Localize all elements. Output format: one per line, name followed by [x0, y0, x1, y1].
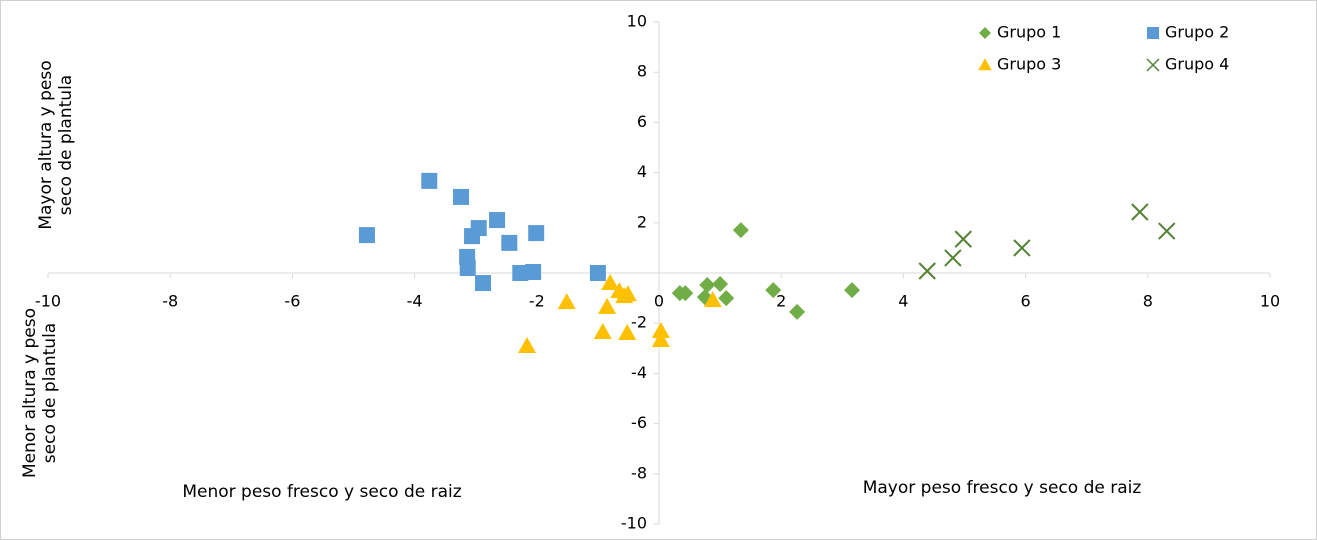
annotation-line: seco de plantula [40, 323, 60, 463]
cross-marker [1131, 203, 1149, 221]
annotation: Menor altura y peso seco de plantula [20, 308, 60, 478]
diamond-marker [712, 276, 729, 293]
y-tick-label: 2 [637, 212, 647, 231]
legend-marker [979, 27, 991, 39]
cross-marker [1158, 222, 1176, 240]
legend-label: Grupo 4 [1165, 55, 1229, 74]
annotation-line: Menor altura y peso [20, 308, 40, 478]
legend-label: Grupo 2 [1165, 23, 1229, 42]
legend-label: Grupo 1 [997, 23, 1061, 42]
y-tick-label: -8 [631, 463, 647, 482]
cross-marker [954, 230, 972, 248]
legend-item: Grupo 2 [1165, 23, 1229, 42]
legend-marker [978, 58, 992, 71]
triangle-marker [601, 274, 620, 291]
x-tick-label: -6 [284, 292, 300, 311]
y-tick-label: 10 [627, 12, 647, 31]
square-marker [421, 172, 438, 189]
x-tick-label: 2 [776, 292, 786, 311]
legend-item: Grupo 3 [997, 55, 1061, 74]
diamond-marker [789, 303, 806, 320]
square-marker [501, 234, 518, 251]
annotation-line: Menor peso fresco y seco de raiz [182, 482, 461, 502]
x-tick-label: 8 [1143, 292, 1153, 311]
triangle-marker [518, 337, 537, 354]
y-tick-label: 8 [637, 62, 647, 81]
annotation: Menor peso fresco y seco de raiz [182, 482, 461, 502]
cross-marker [918, 262, 936, 280]
square-marker [453, 188, 470, 205]
x-tick-label: 4 [898, 292, 908, 311]
annotation-line: Mayor altura y peso [36, 60, 56, 229]
annotation-line: Mayor peso fresco y seco de raiz [863, 478, 1142, 498]
y-tick-label: 6 [637, 112, 647, 131]
triangle-marker [557, 293, 576, 310]
diamond-marker [699, 277, 716, 294]
diamond-marker [844, 282, 861, 299]
x-tick-label: -10 [35, 292, 61, 311]
square-marker [470, 220, 487, 237]
triangle-marker [618, 285, 637, 302]
annotation: Mayor peso fresco y seco de raiz [863, 478, 1142, 498]
diamond-marker [732, 222, 749, 239]
x-tick-label: 0 [654, 292, 664, 311]
diamond-marker [677, 285, 694, 302]
legend-marker [1147, 27, 1159, 39]
square-marker [489, 212, 506, 229]
legend-marker [1146, 58, 1160, 72]
y-tick-label: -2 [631, 313, 647, 332]
triangle-marker [651, 321, 670, 338]
triangle-marker [593, 322, 612, 339]
x-tick-label: -8 [162, 292, 178, 311]
square-marker [525, 263, 542, 280]
y-tick-label: -6 [631, 413, 647, 432]
square-marker [512, 265, 529, 281]
square-marker [358, 227, 375, 244]
triangle-marker [618, 323, 637, 340]
x-tick-label: 10 [1260, 292, 1280, 311]
x-tick-label: -4 [407, 292, 423, 311]
legend-item: Grupo 1 [997, 23, 1061, 42]
square-marker [475, 275, 492, 292]
cross-marker [1013, 239, 1031, 257]
x-tick-label: 6 [1021, 292, 1031, 311]
square-marker [459, 259, 476, 276]
square-marker [589, 265, 606, 281]
square-marker [528, 225, 545, 242]
triangle-marker [651, 331, 670, 348]
x-tick-label: -2 [529, 292, 545, 311]
diamond-marker [718, 290, 735, 307]
diamond-marker [765, 282, 782, 299]
triangle-marker [598, 297, 617, 314]
y-tick-label: -10 [621, 514, 647, 533]
annotation-line: seco de plantula [56, 75, 76, 215]
y-tick-label: -4 [631, 363, 647, 382]
cross-marker [944, 249, 962, 267]
y-tick-label: 4 [637, 162, 647, 181]
legend-item: Grupo 4 [1165, 55, 1229, 74]
annotation: Mayor altura y peso seco de plantula [36, 60, 76, 229]
triangle-marker [703, 291, 722, 308]
legend-label: Grupo 3 [997, 55, 1061, 74]
